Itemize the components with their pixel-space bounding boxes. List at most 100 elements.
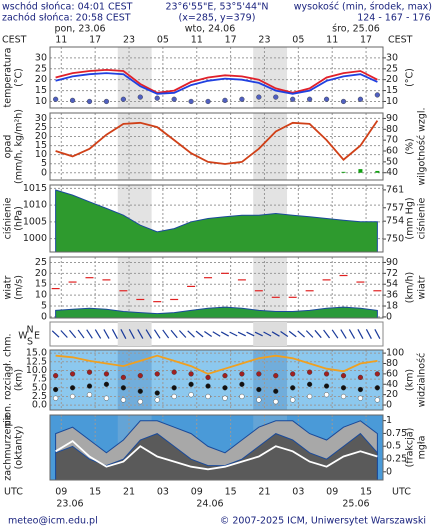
- y-tick-label: 20: [35, 131, 47, 142]
- dot: [137, 399, 143, 405]
- left-axis-label: (km): [14, 369, 25, 391]
- panel: [50, 47, 383, 108]
- dot: [256, 386, 262, 393]
- y-tick-label: 1005: [23, 216, 47, 227]
- panel-frame: [49, 184, 384, 253]
- dot: [171, 96, 177, 102]
- wind-arrow: [212, 331, 221, 337]
- y2-tick-label: 18: [386, 301, 398, 312]
- dot: [86, 98, 93, 105]
- y-tick-label: 1000: [23, 233, 47, 244]
- wind-arrow: [187, 330, 195, 338]
- date: 23.06: [56, 499, 83, 510]
- dot: [323, 383, 330, 389]
- right-axis-label: (km/h): [405, 272, 416, 303]
- compass: W: [18, 331, 28, 342]
- wind-arrow: [263, 331, 272, 337]
- right-axis-label: mgła: [417, 436, 428, 460]
- y-tick-label: 25: [35, 257, 47, 268]
- dot: [357, 395, 364, 401]
- wind-arrow: [60, 330, 68, 338]
- panel-frame: [49, 256, 384, 319]
- dot: [273, 373, 279, 379]
- wind-arrow: [365, 329, 372, 339]
- y2-tick-label: 90: [386, 113, 398, 124]
- x-tick-label: 23: [258, 35, 270, 46]
- dot: [307, 96, 313, 102]
- dot: [222, 97, 228, 103]
- y2-tick-label: 0.75: [386, 428, 407, 439]
- x-tick-label: 23: [123, 35, 135, 46]
- dot: [137, 388, 143, 394]
- y-tick-label: 20: [35, 74, 47, 85]
- y2-tick-label: 20: [386, 389, 398, 400]
- email[interactable]: meteo@icm.edu.pl: [8, 516, 98, 527]
- line: [55, 354, 378, 375]
- bottom-unit: UTC: [4, 487, 23, 498]
- height-title: wysokość (min, środek, max): [294, 2, 432, 13]
- y-tick-label: 1010: [23, 200, 47, 211]
- left-axis-label: ciśnienie: [3, 197, 14, 239]
- y2-tick-label: 757: [386, 202, 404, 213]
- wind-arrow: [331, 329, 339, 339]
- dot: [188, 98, 194, 105]
- y2-tick-label: 10: [386, 96, 398, 107]
- wind-arrow: [348, 329, 356, 339]
- dot: [357, 96, 364, 102]
- right-axis-label: wiatr: [417, 275, 428, 299]
- wind-arrow: [111, 329, 118, 339]
- dot: [239, 393, 245, 400]
- x-tick-label: 11: [191, 35, 203, 46]
- line: [55, 72, 378, 95]
- right-axis-label: (frakcja): [405, 428, 416, 468]
- y-tick-label: 0: [41, 167, 47, 178]
- y2-tick-label: 761: [386, 184, 404, 195]
- dot: [120, 374, 126, 380]
- x-tick-label: 03: [292, 487, 304, 498]
- panel-frame: [49, 349, 384, 411]
- top-unit: CEST: [2, 35, 27, 46]
- right-axis-label: (km): [405, 369, 416, 391]
- x-tick-label: 09: [191, 487, 203, 498]
- y2-tick-label: 0: [386, 466, 392, 477]
- left-axis-label: (°C): [14, 68, 25, 87]
- y-tick-label: 1015: [23, 183, 47, 194]
- y2-tick-label: 40: [386, 379, 398, 390]
- dot: [374, 371, 380, 377]
- panel: [50, 350, 383, 410]
- compass: N: [26, 325, 33, 336]
- wind-arrow: [120, 329, 127, 339]
- wind-arrow: [204, 330, 213, 338]
- compass: E: [34, 331, 40, 342]
- y-tick-label: 10: [35, 96, 47, 107]
- area: [55, 306, 378, 318]
- dot: [154, 390, 160, 396]
- y2-tick-label: 1: [386, 415, 392, 426]
- date: śro, 25.06: [332, 24, 380, 35]
- dot: [69, 393, 76, 400]
- dot: [188, 371, 194, 377]
- dot: [120, 96, 126, 102]
- x-tick-label: 11: [55, 35, 67, 46]
- dot: [307, 369, 313, 375]
- x-tick-label: 17: [360, 35, 372, 46]
- dot: [290, 371, 296, 377]
- dot: [357, 374, 364, 380]
- wind-arrow: [195, 330, 204, 338]
- y2-tick-label: 90: [386, 257, 398, 268]
- y-tick-label: 25: [35, 63, 47, 74]
- right-axis-label: (mm Hg): [405, 197, 416, 239]
- wind-arrow: [170, 329, 178, 339]
- wind-arrow: [357, 329, 364, 339]
- dot: [222, 385, 228, 391]
- grid-point: (x=285, y=379): [179, 13, 256, 24]
- y2-tick-label: 70: [386, 135, 398, 146]
- dot: [256, 94, 262, 100]
- y2-tick-label: 72: [386, 268, 398, 279]
- y2-tick-label: 80: [386, 124, 398, 135]
- dot: [188, 381, 194, 387]
- wind-arrow: [178, 330, 187, 338]
- dot: [137, 373, 143, 379]
- right-axis-label: widzialność: [417, 353, 428, 408]
